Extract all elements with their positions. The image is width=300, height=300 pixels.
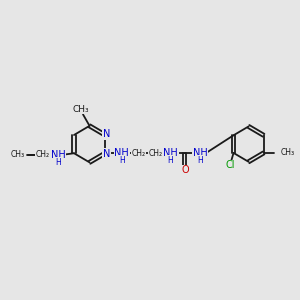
Text: CH₂: CH₂ [35, 150, 49, 159]
Text: N: N [103, 129, 110, 140]
Text: CH₃: CH₃ [10, 150, 24, 159]
Text: H: H [119, 156, 125, 165]
Text: H: H [167, 156, 173, 165]
Text: N: N [103, 149, 110, 159]
Text: H: H [55, 158, 61, 166]
Text: NH: NH [193, 148, 207, 158]
Text: CH₃: CH₃ [281, 148, 295, 158]
Text: CH₂: CH₂ [131, 149, 146, 158]
Text: NH: NH [114, 148, 129, 158]
Text: O: O [181, 165, 189, 175]
Text: NH: NH [51, 150, 65, 160]
Text: CH₂: CH₂ [148, 149, 162, 158]
Text: NH: NH [163, 148, 178, 158]
Text: Cl: Cl [225, 160, 235, 170]
Text: CH₃: CH₃ [72, 105, 89, 114]
Text: H: H [197, 156, 203, 165]
